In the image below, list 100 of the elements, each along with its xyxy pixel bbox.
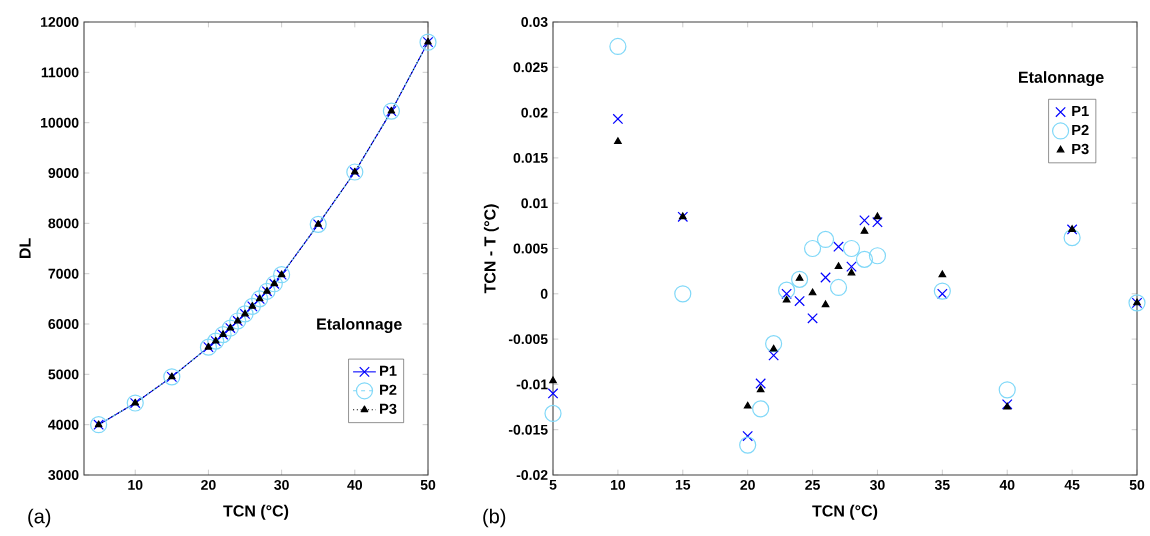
- point: [752, 400, 770, 418]
- point: [612, 113, 624, 125]
- legend-label: P3: [1072, 143, 1089, 155]
- x-tick-label: 50: [1129, 479, 1145, 490]
- point: [855, 250, 874, 268]
- point: [768, 350, 779, 361]
- legend-label: P2: [1072, 124, 1089, 136]
- point: [873, 212, 882, 220]
- point: [821, 300, 830, 308]
- y-tick-label: 0.03: [521, 17, 548, 27]
- y-tick-label: 3000: [48, 470, 79, 480]
- point: [1063, 229, 1081, 247]
- x-tick-label: 20: [740, 479, 755, 490]
- point: [614, 137, 622, 145]
- y-tick-label: 7000: [48, 268, 79, 279]
- point: [549, 376, 557, 384]
- point: [309, 215, 327, 233]
- y-tick-label: 0.005: [513, 243, 548, 254]
- point: [765, 335, 783, 353]
- point: [842, 239, 861, 258]
- x-tick-label: 50: [420, 479, 436, 490]
- point: [820, 272, 831, 283]
- point: [742, 430, 753, 442]
- x-axis-title: TCN (°C): [223, 504, 289, 520]
- point: [199, 338, 218, 356]
- y-tick-label: 9000: [48, 168, 79, 178]
- point: [756, 385, 765, 393]
- point: [938, 270, 947, 278]
- point: [847, 268, 856, 276]
- y-tick-label: 6000: [48, 319, 79, 329]
- y-tick-label: 10000: [41, 117, 79, 128]
- point: [998, 381, 1016, 399]
- point: [609, 37, 627, 56]
- y-tick-label: -0.005: [508, 334, 548, 345]
- point: [803, 239, 822, 258]
- y-tick-label: 12000: [41, 17, 79, 27]
- point: [90, 416, 108, 434]
- text: (a): [28, 508, 51, 528]
- point: [807, 312, 818, 324]
- x-tick-label: 20: [201, 479, 216, 490]
- point: [544, 404, 562, 422]
- point: [273, 266, 291, 284]
- legend-label: P1: [1072, 105, 1089, 117]
- y-tick-label: 11000: [41, 67, 79, 78]
- point: [859, 215, 870, 226]
- point: [808, 288, 817, 296]
- point: [221, 319, 239, 337]
- point: [829, 278, 848, 297]
- point: [790, 270, 809, 288]
- point: [816, 230, 835, 249]
- y-tick-label: 0.02: [521, 107, 548, 118]
- x-axis-title: TCN (°C): [812, 504, 878, 520]
- x-tick-label: 35: [934, 479, 950, 490]
- point: [933, 282, 951, 300]
- y-tick-label: 5000: [48, 369, 79, 380]
- x-tick-label: 10: [610, 479, 626, 490]
- y-tick-label: -0.02: [516, 470, 548, 480]
- legend-label: P1: [380, 365, 397, 376]
- point: [243, 297, 261, 315]
- point: [251, 290, 269, 308]
- legend-label: P2: [380, 384, 397, 395]
- y-tick-label: 8000: [48, 218, 79, 229]
- x-tick-label: 25: [805, 479, 820, 490]
- y-tick-label: 0.015: [513, 152, 548, 163]
- y-tick-label: -0.01: [516, 379, 548, 390]
- y-tick-label: 0.025: [513, 62, 548, 73]
- point: [743, 401, 752, 409]
- y-tick-label: 0.01: [521, 198, 548, 209]
- point: [794, 295, 805, 307]
- point: [739, 436, 757, 454]
- point: [834, 262, 843, 270]
- point: [547, 388, 559, 399]
- x-tick-label: 15: [675, 479, 691, 490]
- point: [755, 378, 766, 389]
- y-tick-label: 4000: [48, 419, 79, 430]
- x-tick-label: 40: [347, 479, 363, 490]
- point: [846, 261, 857, 272]
- point: [860, 226, 869, 234]
- point: [872, 216, 883, 228]
- point: [214, 325, 232, 344]
- y-tick-label: -0.015: [508, 424, 548, 435]
- point: [868, 247, 887, 265]
- legend-title: Etalonnage: [317, 318, 402, 333]
- y-axis-title: DL: [19, 238, 31, 259]
- point: [382, 102, 401, 120]
- text: (b): [483, 508, 506, 528]
- y-axis-title: TCN - T (°C): [483, 204, 499, 294]
- y-tick-label: 0: [540, 288, 548, 299]
- point: [782, 295, 791, 303]
- point: [778, 281, 796, 299]
- legend-title: Etalonnage: [1019, 71, 1104, 87]
- x-tick-label: 30: [869, 479, 885, 490]
- x-tick-label: 40: [999, 479, 1015, 490]
- point: [833, 241, 844, 253]
- x-tick-label: 30: [274, 479, 289, 490]
- point: [674, 285, 692, 303]
- x-tick-label: 45: [1064, 479, 1080, 490]
- x-tick-label: 10: [128, 479, 143, 490]
- legend-label: P3: [380, 403, 397, 415]
- x-tick-label: 5: [549, 479, 557, 490]
